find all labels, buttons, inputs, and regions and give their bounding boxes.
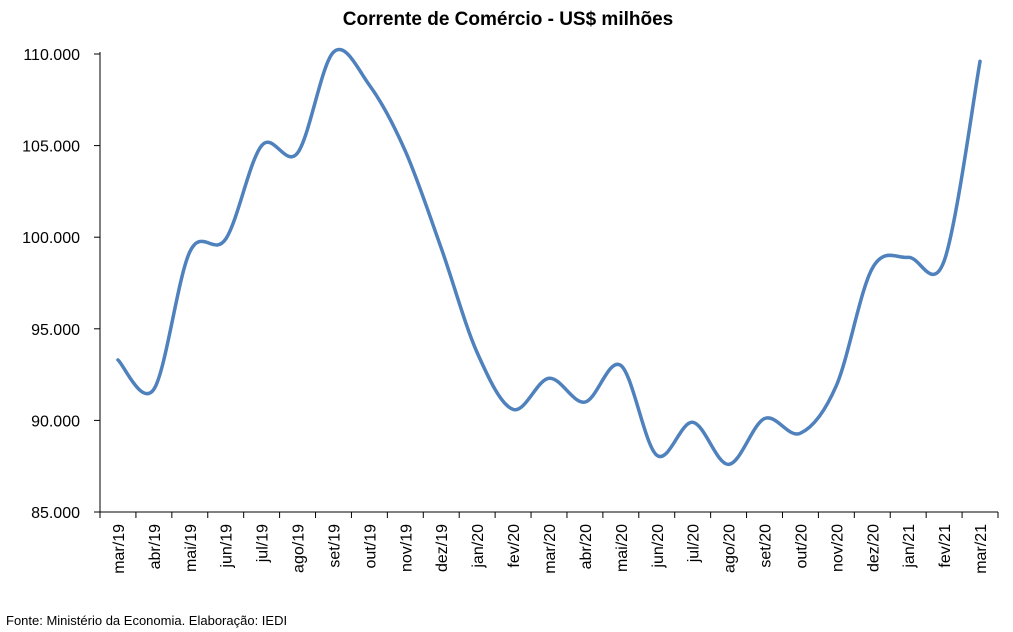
series-line bbox=[116, 48, 982, 467]
x-tick-label: jan/20 bbox=[470, 524, 487, 569]
chart-title: Corrente de Comércio - US$ milhões bbox=[343, 9, 673, 30]
x-tick-label: mar/21 bbox=[973, 524, 990, 574]
x-tick-label: dez/19 bbox=[434, 524, 451, 572]
x-tick-label: jul/19 bbox=[255, 524, 272, 563]
x-tick-label: dez/20 bbox=[865, 524, 882, 572]
y-axis: 85.000 90.000 95.000 100.000 105.000 110.000 bbox=[22, 47, 101, 522]
x-tick-label: jul/20 bbox=[686, 524, 703, 563]
x-tick-label: ago/20 bbox=[722, 524, 739, 573]
x-tick-label: mai/19 bbox=[183, 524, 200, 572]
x-tick-label: abr/19 bbox=[147, 524, 164, 569]
x-tick-label: nov/19 bbox=[398, 524, 415, 572]
x-tick-label: jun/19 bbox=[219, 524, 236, 569]
x-tick-label: out/19 bbox=[362, 524, 379, 569]
x-tick-label: set/20 bbox=[758, 524, 775, 568]
x-tick-label: fev/20 bbox=[506, 524, 523, 568]
y-tick-label: 95.000 bbox=[31, 322, 80, 339]
x-tick-label: mar/19 bbox=[111, 524, 128, 574]
x-tick-label: out/20 bbox=[793, 524, 810, 569]
source-note: Fonte: Ministério da Economia. Elaboraçã… bbox=[6, 613, 287, 628]
x-tick-label: abr/20 bbox=[578, 524, 595, 569]
y-tick-label: 100.000 bbox=[22, 230, 80, 247]
x-tick-label: nov/20 bbox=[829, 524, 846, 572]
x-tick-label: jun/20 bbox=[650, 524, 667, 569]
x-tick-label: fev/21 bbox=[937, 524, 954, 568]
x-tick-label: mai/20 bbox=[614, 524, 631, 572]
x-tick-label: mar/20 bbox=[542, 524, 559, 574]
x-axis: mar/19 abr/19 mai/19 jun/19 jul/19 ago/19 set/… bbox=[99, 511, 999, 574]
x-tick-label: jan/21 bbox=[901, 524, 918, 569]
x-tick-label: ago/19 bbox=[291, 524, 308, 573]
y-tick-label: 85.000 bbox=[31, 505, 80, 522]
y-tick-label: 105.000 bbox=[22, 139, 80, 156]
y-tick-label: 110.000 bbox=[23, 47, 80, 64]
series-layer bbox=[116, 48, 982, 467]
x-tick-label: set/19 bbox=[326, 524, 343, 568]
y-tick-label: 90.000 bbox=[31, 413, 80, 430]
